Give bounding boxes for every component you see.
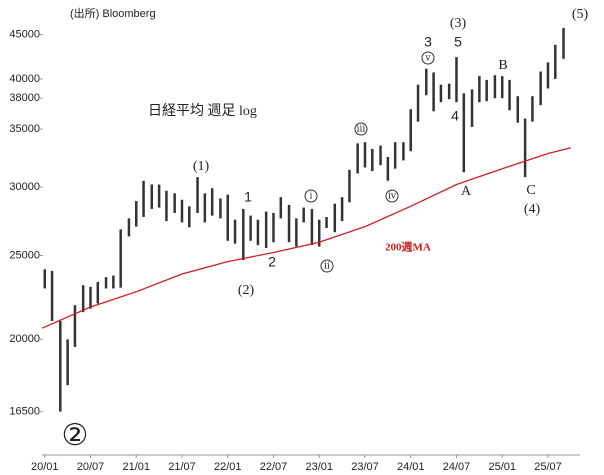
y-tick-label: 38000 bbox=[9, 92, 40, 104]
wave-label: 4 bbox=[451, 108, 459, 124]
wave-label: (2) bbox=[238, 283, 255, 298]
chart-title: 日経平均 週足 log bbox=[148, 103, 257, 119]
source: (出所) Bloomberg bbox=[70, 6, 156, 20]
wave-label: A bbox=[461, 184, 472, 199]
wave-label: ⅴ bbox=[424, 54, 431, 64]
y-tick-label: 30000 bbox=[9, 181, 40, 193]
wave-label: B bbox=[498, 58, 507, 73]
wave-label: ⅰ bbox=[310, 192, 313, 202]
x-tick-label: 24/01 bbox=[397, 461, 425, 473]
circle bbox=[304, 189, 318, 203]
circle bbox=[320, 259, 334, 273]
x-tick-label: 25/01 bbox=[488, 461, 516, 473]
ma-label: 200週MA bbox=[385, 240, 431, 254]
circle bbox=[385, 189, 399, 203]
x-tick-label: 20/07 bbox=[77, 461, 105, 473]
x-tick-label: 22/01 bbox=[214, 461, 242, 473]
wave-labels: (1) 1 2 (2) ⅰ ⅱ ⅲ ⅳ ⅴ 3 (3) 5 4 A B C (4… bbox=[62, 7, 589, 452]
circle bbox=[354, 122, 368, 136]
wave-label: 1 bbox=[244, 189, 252, 205]
wave-label: 3 bbox=[424, 34, 432, 50]
wave-label: 5 bbox=[454, 34, 462, 50]
x-tick-label: 23/01 bbox=[305, 461, 333, 473]
wave-label: (1) bbox=[193, 159, 210, 174]
wave-label: ⅲ bbox=[357, 125, 366, 135]
x-tick-label: 22/07 bbox=[260, 461, 288, 473]
ma-line bbox=[41, 147, 572, 329]
wave-label: (3) bbox=[450, 16, 467, 31]
circle bbox=[421, 51, 435, 65]
y-tick-label: 16500 bbox=[9, 406, 40, 418]
y-tick-label: 45000 bbox=[9, 29, 40, 41]
x-tick-label: 21/07 bbox=[168, 461, 196, 473]
x-tick-label: 20/01 bbox=[31, 461, 59, 473]
x-tick-label: 25/07 bbox=[534, 461, 562, 473]
y-tick-label: 40000 bbox=[9, 73, 40, 85]
wave-label: (4) bbox=[524, 202, 541, 217]
wave-label: (5) bbox=[572, 7, 589, 22]
x-tick-label: 23/07 bbox=[351, 461, 379, 473]
x-tick-label: 21/01 bbox=[122, 461, 150, 473]
y-tick-label: 25000 bbox=[9, 249, 40, 261]
x-tick-label: 24/07 bbox=[443, 461, 471, 473]
wave-label: ⅳ bbox=[388, 192, 396, 202]
wave-label: ⅱ bbox=[324, 262, 330, 272]
y-tick-label: 20000 bbox=[9, 333, 40, 345]
wave-label: 2 bbox=[268, 254, 276, 270]
wave-label: ② bbox=[62, 419, 89, 452]
y-tick-label: 35000 bbox=[9, 123, 40, 135]
wave-label: C bbox=[526, 183, 535, 198]
